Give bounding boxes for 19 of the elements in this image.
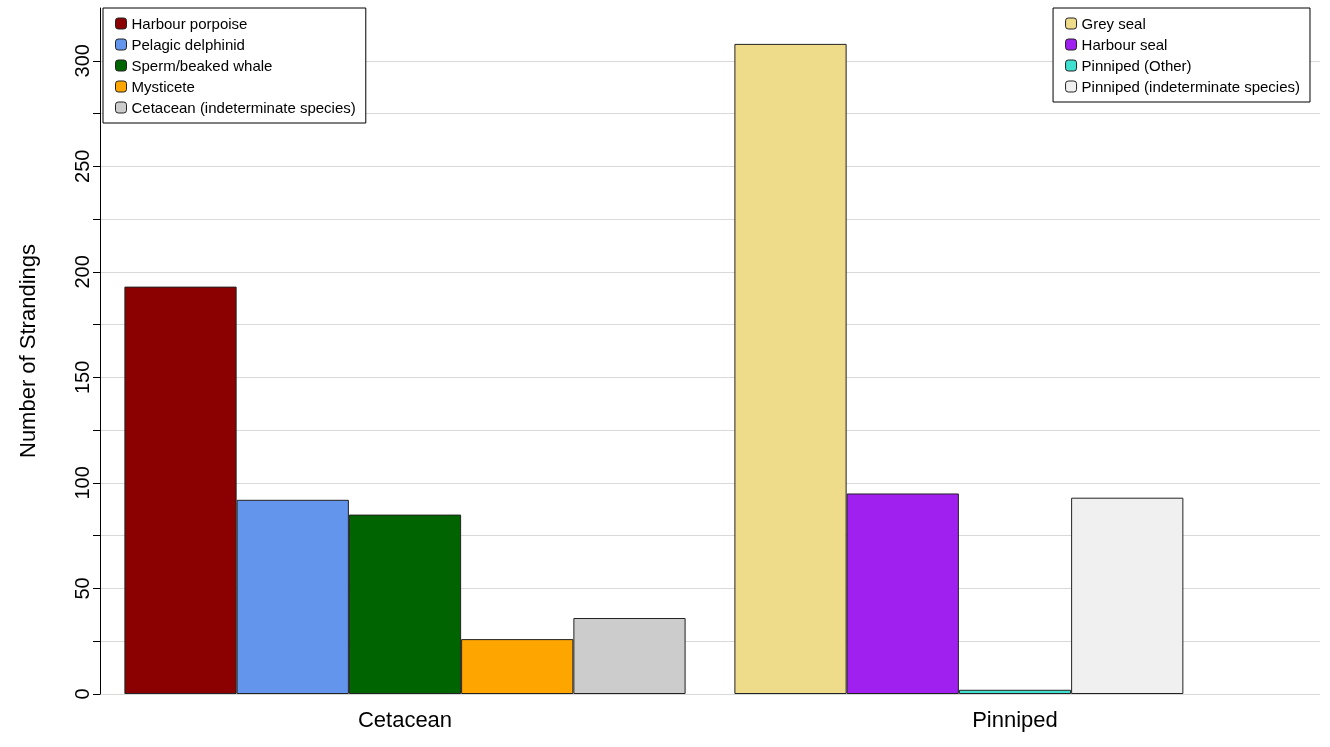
y-tick-label: 0 xyxy=(71,688,93,700)
y-axis-title: Number of Strandings xyxy=(14,244,40,458)
legend-label: Grey seal xyxy=(1081,15,1146,32)
legend-label: Pinniped (indeterminate species) xyxy=(1081,78,1300,95)
y-tick-label: 200 xyxy=(71,255,93,289)
y-tick-label: 250 xyxy=(71,149,93,183)
x-tick-label: Pinniped xyxy=(972,706,1058,732)
y-tick-label: 50 xyxy=(71,577,93,600)
legend-label: Pinniped (Other) xyxy=(1081,57,1192,74)
y-tick-label: 150 xyxy=(71,360,93,395)
y-tick-label: 300 xyxy=(71,44,93,78)
legend-label: Harbour seal xyxy=(1081,36,1168,53)
legend-label: Cetacean (indeterminate species) xyxy=(131,99,356,116)
legend-label: Sperm/beaked whale xyxy=(131,57,273,74)
legend-label: Harbour porpoise xyxy=(131,15,248,32)
y-tick-label: 100 xyxy=(71,466,93,500)
legend-label: Pelagic delphinid xyxy=(131,36,245,53)
legend-label: Mysticete xyxy=(131,78,195,95)
x-tick-label: Cetacean xyxy=(357,706,453,732)
